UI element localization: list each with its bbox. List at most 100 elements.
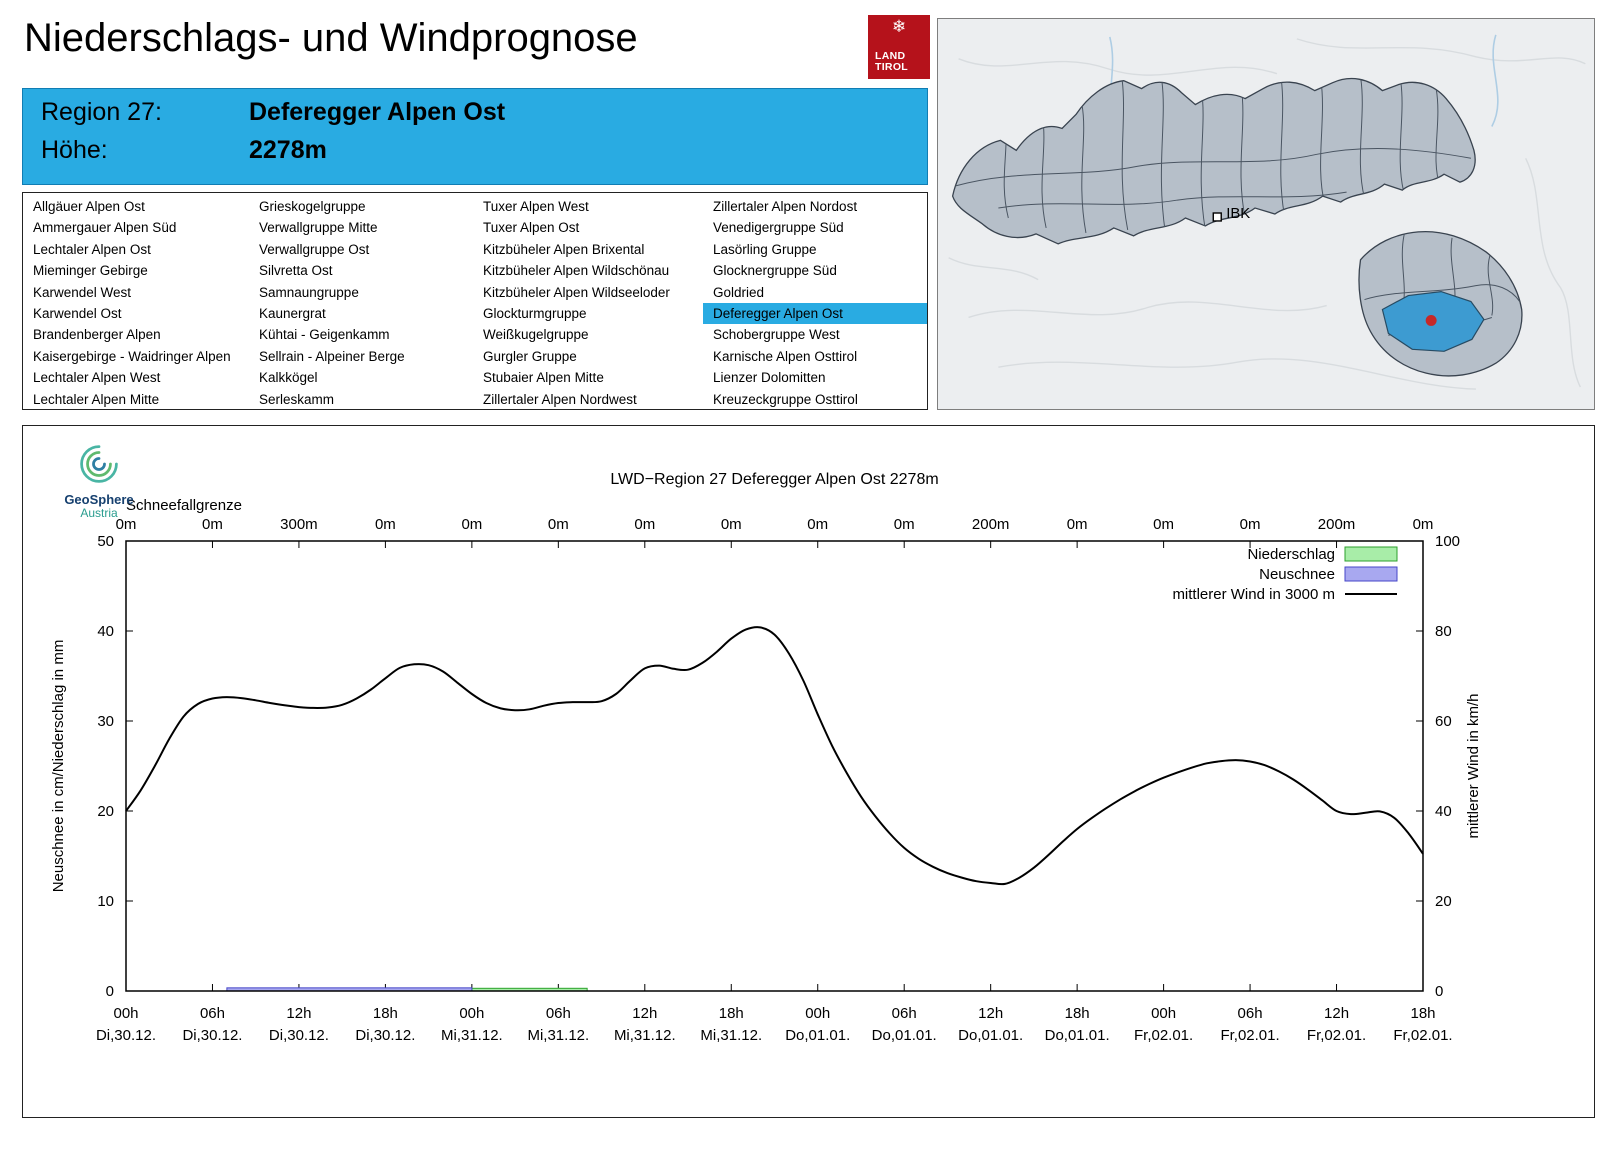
snowline-value: 0m: [1240, 516, 1261, 533]
region-list-item[interactable]: Serleskamm: [259, 391, 335, 407]
logo-line2: TIROL: [875, 61, 908, 73]
snowline-value: 0m: [116, 516, 137, 533]
snowline-value: 0m: [634, 516, 655, 533]
region-list-item[interactable]: Ammergauer Alpen Süd: [33, 220, 177, 236]
x-tick-time: 00h: [113, 1005, 138, 1022]
chart-panel: GeoSphere Austria LWD−Region 27 Deferegg…: [22, 425, 1595, 1118]
region-list-item[interactable]: Tuxer Alpen Ost: [483, 220, 580, 236]
x-tick-date: Di,30.12.: [182, 1027, 242, 1044]
x-tick-date: Di,30.12.: [269, 1027, 329, 1044]
x-tick-time: 12h: [978, 1005, 1003, 1022]
snowline-value: 200m: [972, 516, 1010, 533]
snowline-value: 0m: [1067, 516, 1088, 533]
region-list-item[interactable]: Gurgler Gruppe: [483, 348, 577, 364]
region-list-item[interactable]: Zillertaler Alpen Nordwest: [483, 391, 637, 407]
right-axis-title: mittlerer Wind in km/h: [1465, 693, 1482, 838]
ibk-label: IBK: [1226, 205, 1250, 222]
region-list-item[interactable]: Stubaier Alpen Mitte: [483, 370, 604, 386]
region-list-item[interactable]: Venedigergruppe Süd: [713, 220, 844, 236]
y-tick-right: 40: [1435, 803, 1452, 820]
x-tick-time: 12h: [286, 1005, 311, 1022]
region-list-item[interactable]: Kaisergebirge - Waidringer Alpen: [33, 348, 231, 364]
wind-line: [125, 626, 1424, 886]
snowline-value: 200m: [1318, 516, 1356, 533]
x-tick-date: Di,30.12.: [96, 1027, 156, 1044]
x-tick-date: Do,01.01.: [1045, 1027, 1110, 1044]
region-list-item[interactable]: Kitzbüheler Alpen Brixental: [483, 241, 645, 257]
region-list-item[interactable]: Tuxer Alpen West: [483, 199, 589, 214]
x-tick-time: 12h: [1324, 1005, 1349, 1022]
terrain-shading: [948, 38, 1586, 390]
x-tick-time: 00h: [1151, 1005, 1176, 1022]
y-tick-left: 40: [97, 623, 114, 640]
legend-label: Niederschlag: [1247, 546, 1335, 563]
x-tick-date: Fr,02.01.: [1393, 1027, 1452, 1044]
region-list-item[interactable]: Samnaungruppe: [259, 284, 359, 300]
region-list-item[interactable]: Karwendel Ost: [33, 305, 122, 321]
region-list-item[interactable]: Silvretta Ost: [259, 263, 333, 279]
region-list-item[interactable]: Karwendel West: [33, 284, 132, 300]
land-tirol-logo-text: LAND TIROL: [875, 51, 908, 73]
region-list-item[interactable]: Kreuzeckgruppe Osttirol: [713, 391, 858, 407]
region-list-item[interactable]: Kitzbüheler Alpen Wildseeloder: [483, 284, 670, 300]
forecast-chart: LWD−Region 27 Deferegger Alpen Ost 2278m…: [50, 471, 1482, 1044]
x-tick-date: Mi,31.12.: [614, 1027, 676, 1044]
region-list-item[interactable]: Deferegger Alpen Ost: [703, 302, 927, 325]
y-tick-right: 20: [1435, 893, 1452, 910]
region-column-3: Tuxer Alpen West Tuxer Alpen Ost Kitzbühel…: [473, 196, 703, 409]
region-list-item[interactable]: Lechtaler Alpen Mitte: [33, 391, 160, 407]
snowline-value: 0m: [721, 516, 742, 533]
region-list-item[interactable]: Lienzer Dolomitten: [713, 370, 826, 386]
region-list-item[interactable]: Brandenberger Alpen: [33, 327, 161, 343]
river-2: [1491, 34, 1499, 127]
snowline-value: 0m: [202, 516, 223, 533]
region-list-item[interactable]: Verwallgruppe Mitte: [259, 220, 378, 236]
region-list-item[interactable]: Sellrain - Alpeiner Berge: [259, 348, 405, 364]
region-list-item[interactable]: Lechtaler Alpen Ost: [33, 241, 151, 257]
altitude-label: Höhe:: [41, 136, 108, 164]
region-banner: Region 27: Deferegger Alpen Ost Höhe: 2278…: [22, 88, 928, 185]
chart-title: LWD−Region 27 Deferegger Alpen Ost 2278m: [610, 471, 938, 488]
ibk-marker: [1212, 212, 1222, 222]
region-list-item[interactable]: Kitzbüheler Alpen Wildschönau: [483, 263, 670, 279]
x-tick-time: 06h: [546, 1005, 571, 1022]
land-tirol-logo: ❄ LAND TIROL: [868, 15, 930, 79]
region-list-item[interactable]: Schobergruppe West: [713, 327, 840, 343]
x-tick-date: Fr,02.01.: [1307, 1027, 1366, 1044]
region-list-item[interactable]: Glockturmgruppe: [483, 305, 587, 321]
x-tick-date: Do,01.01.: [872, 1027, 937, 1044]
x-tick-time: 12h: [632, 1005, 657, 1022]
region-list-item[interactable]: Kalkkögel: [259, 370, 318, 386]
region-list-item[interactable]: Allgäuer Alpen Ost: [33, 199, 145, 214]
geosphere-name: GeoSphere: [64, 492, 134, 507]
region-list-item[interactable]: Zillertaler Alpen Nordost: [713, 199, 858, 214]
region-list-item[interactable]: Kaunergrat: [259, 305, 326, 321]
x-tick-time: 00h: [459, 1005, 484, 1022]
snowline-value: 0m: [807, 516, 828, 533]
region-list-item[interactable]: Kühtai - Geigenkamm: [259, 327, 390, 343]
geosphere-logo: GeoSphere Austria: [49, 442, 149, 520]
x-tick-date: Fr,02.01.: [1134, 1027, 1193, 1044]
x-tick-time: 18h: [373, 1005, 398, 1022]
region-list-item[interactable]: Glocknergruppe Süd: [713, 263, 837, 279]
x-tick-date: Mi,31.12.: [527, 1027, 589, 1044]
snowline-value: 0m: [548, 516, 569, 533]
region-list-item[interactable]: Goldried: [713, 284, 765, 300]
tirol-map[interactable]: IBK: [938, 19, 1594, 409]
region-list-item[interactable]: Verwallgruppe Ost: [259, 241, 370, 257]
region-column-2: Grieskogelgruppe Verwallgruppe Mitte Verwa…: [249, 196, 473, 409]
region-list-item[interactable]: Lechtaler Alpen West: [33, 370, 161, 386]
y-tick-right: 60: [1435, 713, 1452, 730]
region-list-item[interactable]: Grieskogelgruppe: [259, 199, 366, 214]
map-panel[interactable]: IBK: [937, 18, 1595, 410]
region-list-item[interactable]: Lasörling Gruppe: [713, 241, 817, 257]
snowline-value: 0m: [894, 516, 915, 533]
y-tick-left: 50: [97, 533, 114, 550]
snowline-value: 0m: [1413, 516, 1434, 533]
region-number-label: Region 27:: [41, 98, 162, 126]
region-list-item[interactable]: Mieminger Gebirge: [33, 263, 148, 279]
region-list-item[interactable]: Karnische Alpen Osttirol: [713, 348, 858, 364]
snowline-axis-label: Schneefallgrenze: [126, 497, 242, 514]
x-tick-date: Fr,02.01.: [1220, 1027, 1279, 1044]
region-list-item[interactable]: Weißkugelgruppe: [483, 327, 589, 343]
